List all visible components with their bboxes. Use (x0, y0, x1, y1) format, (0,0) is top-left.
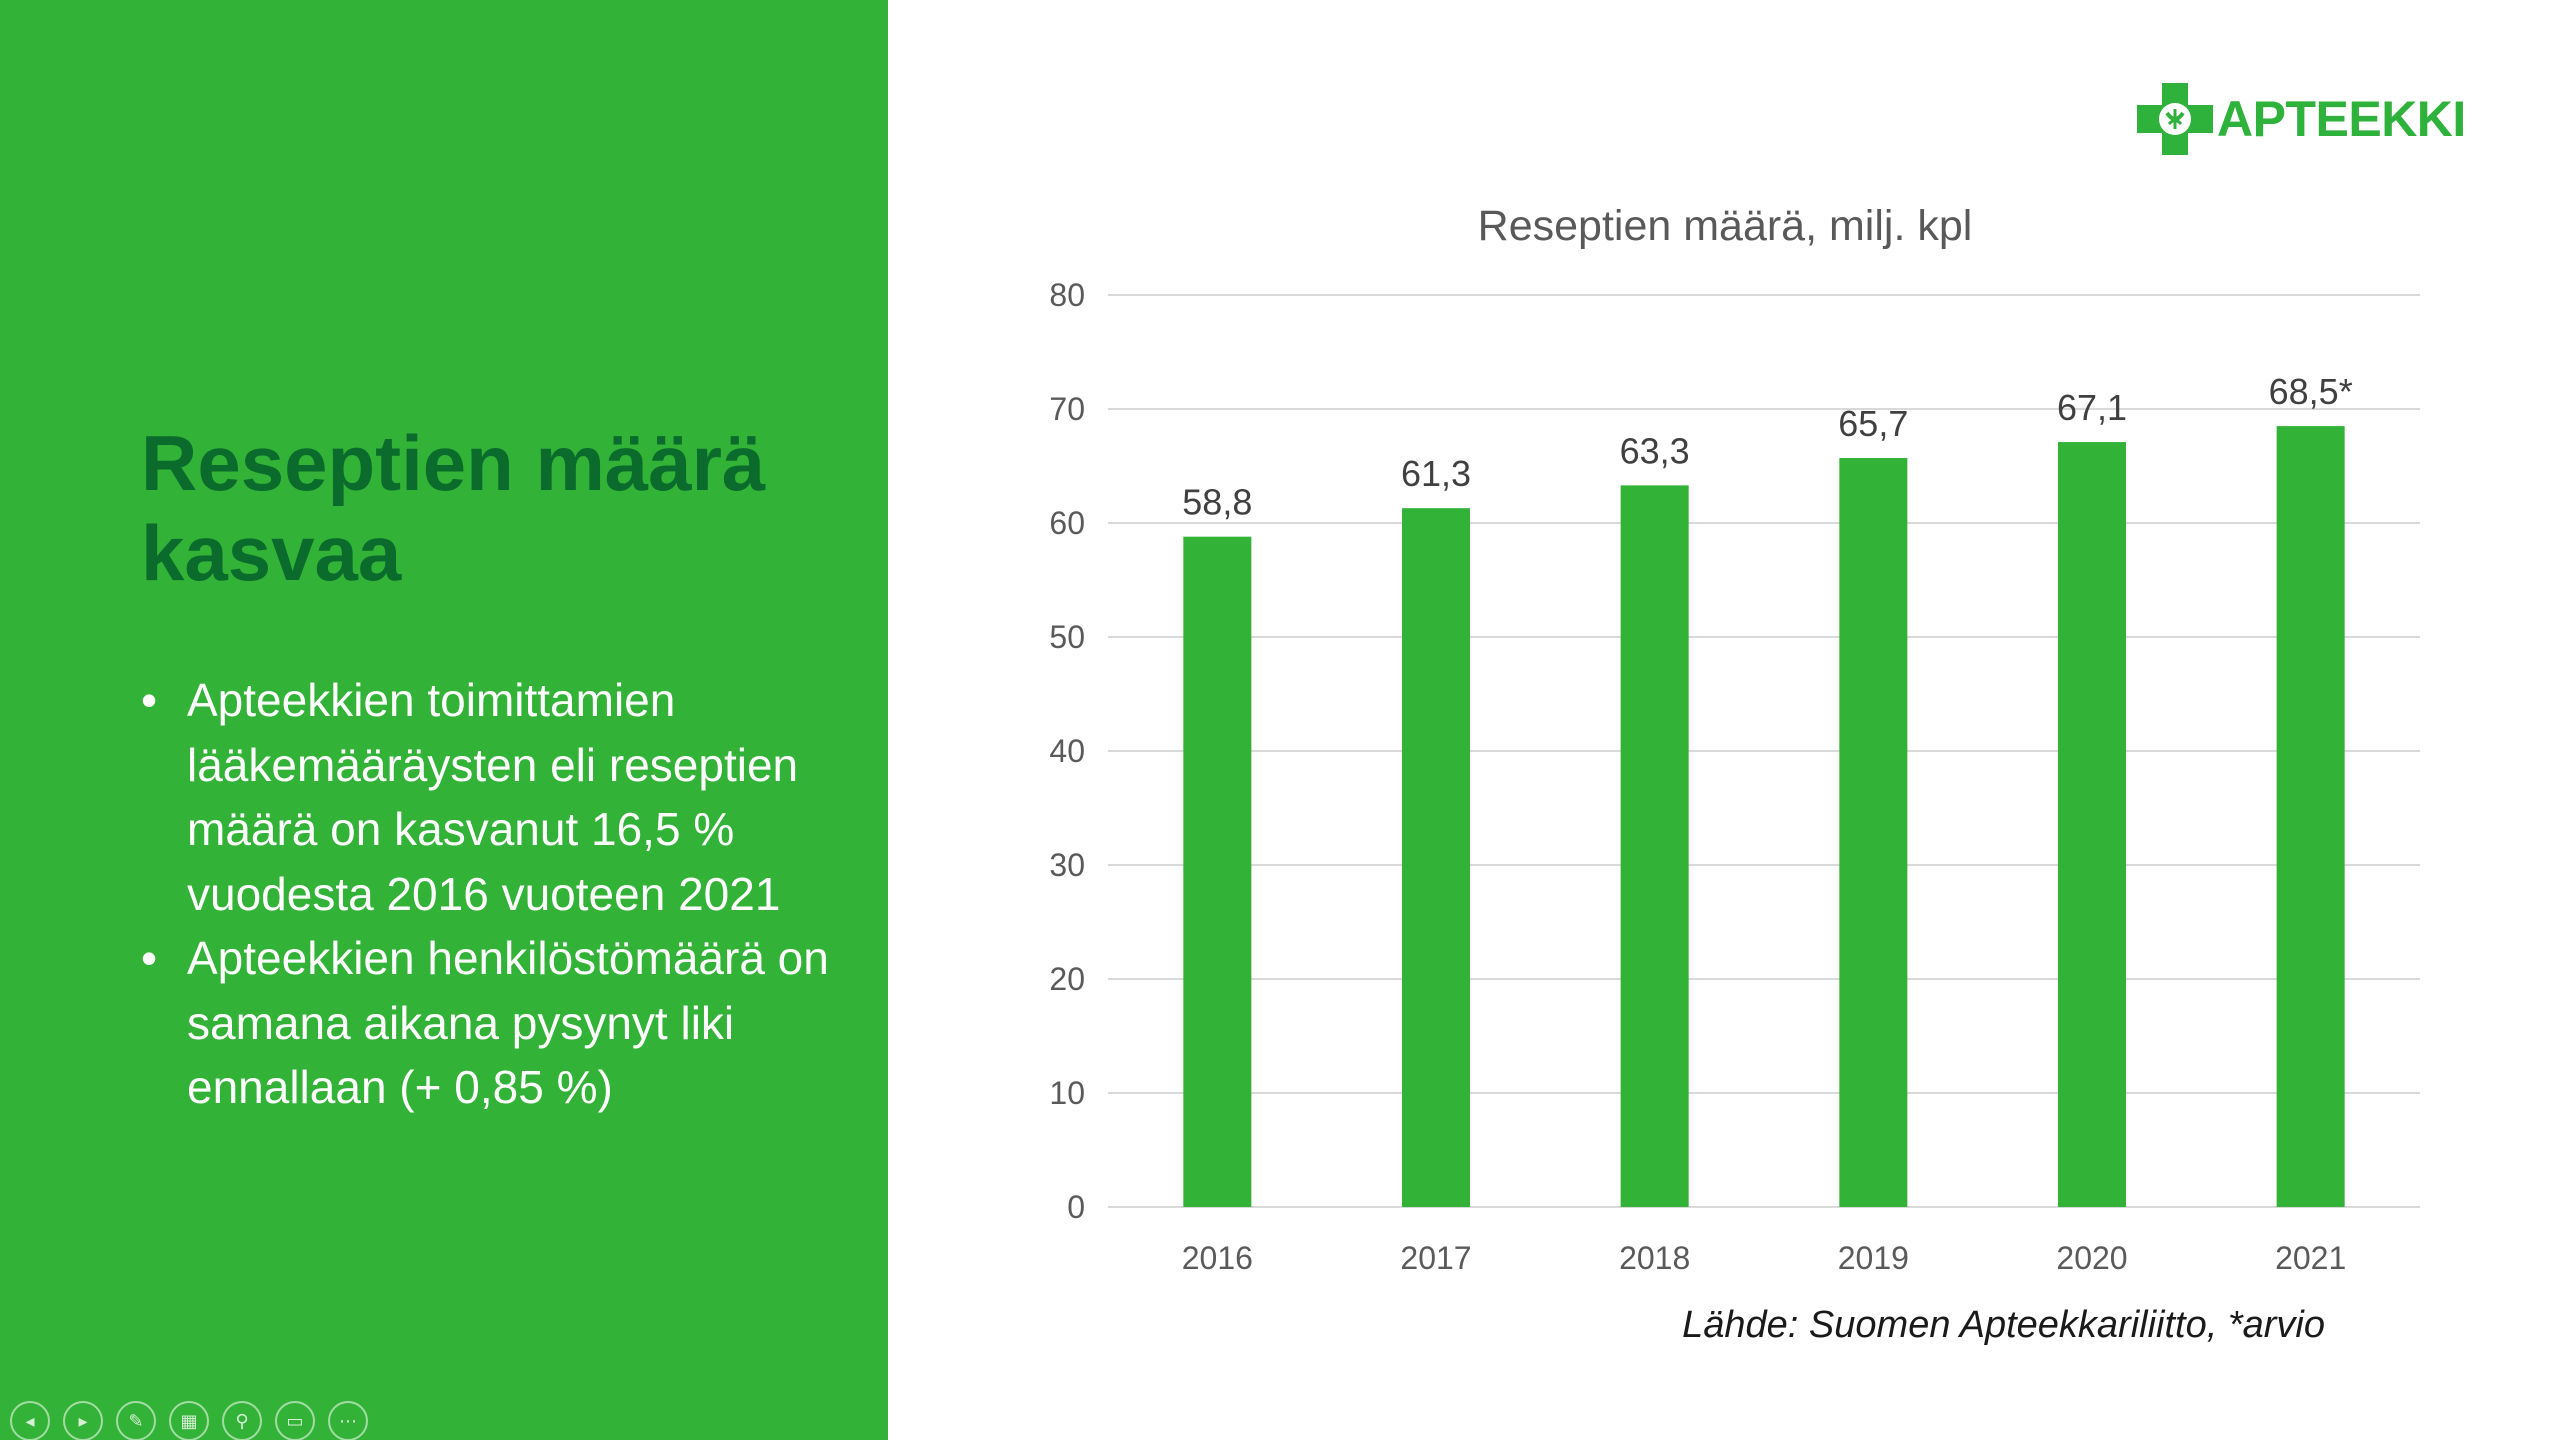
source-note: Lähde: Suomen Apteekkariliitto, *arvio (1682, 1304, 2325, 1346)
more-icon: ⋯ (339, 1411, 357, 1431)
data-label: 67,1 (2057, 387, 2127, 428)
data-label: 68,5* (2269, 371, 2353, 412)
y-tick-label: 80 (1049, 277, 1085, 313)
x-tick-label: 2019 (1838, 1240, 1909, 1276)
bullet-list: • Apteekkien toimittamien lääkemääräyste… (141, 668, 861, 1120)
chart-title: Reseptien määrä, milj. kpl (1478, 202, 1973, 250)
more-options-button[interactable]: ⋯ (328, 1401, 368, 1441)
gridlines (1108, 294, 2420, 1208)
bar (2058, 442, 2126, 1207)
subtitles-button[interactable]: ▭ (275, 1401, 315, 1441)
slides-grid-button[interactable]: ▦ (169, 1401, 209, 1441)
x-tick-label: 2017 (1400, 1240, 1471, 1276)
data-label: 63,3 (1620, 430, 1690, 471)
zoom-button[interactable]: ⚲ (222, 1401, 262, 1441)
x-tick-label: 2018 (1619, 1240, 1690, 1276)
data-label: 61,3 (1401, 453, 1471, 494)
subtitles-icon: ▭ (286, 1411, 304, 1431)
chart-svg: Reseptien määrä, milj. kpl 0 10 20 30 40 50 60… (1049, 202, 2420, 1276)
next-icon: ▸ (78, 1411, 88, 1431)
x-tick-label: 2016 (1182, 1240, 1253, 1276)
logo-text: APTEEKKI (2217, 91, 2466, 147)
left-panel: Reseptien määrä kasvaa • Apteekkien toim… (0, 0, 888, 1441)
next-slide-button[interactable]: ▸ (63, 1401, 103, 1441)
y-tick-label: 20 (1049, 961, 1085, 997)
slide-title: Reseptien määrä kasvaa (141, 419, 766, 597)
bars (1183, 426, 2345, 1208)
data-label: 58,8 (1182, 482, 1252, 523)
bar (1839, 458, 1908, 1207)
y-axis: 0 10 20 30 40 50 60 70 80 (1049, 277, 1085, 1225)
bar (1620, 485, 1689, 1207)
bullet-dot: • (141, 674, 158, 726)
x-tick-label: 2021 (2275, 1240, 2346, 1276)
bullet-item: • Apteekkien henkilöstömäärä on samana a… (141, 926, 861, 1120)
bar-chart: Reseptien määrä, milj. kpl 0 10 20 30 40 50 60… (990, 185, 2460, 1295)
magnifier-icon: ⚲ (235, 1411, 249, 1431)
pen-icon: ✎ (128, 1411, 144, 1431)
bullet-text: Apteekkien henkilöstömäärä on samana aik… (187, 932, 829, 1113)
y-tick-label: 70 (1049, 391, 1085, 427)
presentation-toolbar: ◂ ▸ ✎ ▦ ⚲ ▭ ⋯ (10, 1401, 368, 1445)
y-tick-label: 0 (1067, 1189, 1085, 1225)
bar (1402, 508, 1470, 1207)
pen-button[interactable]: ✎ (116, 1401, 156, 1441)
previous-slide-button[interactable]: ◂ (10, 1401, 50, 1441)
bullet-item: • Apteekkien toimittamien lääkemääräyste… (141, 668, 861, 926)
bullet-text: Apteekkien toimittamien lääkemääräysten … (187, 674, 799, 920)
y-tick-label: 40 (1049, 733, 1085, 769)
pharmacy-cross-icon (2137, 83, 2213, 155)
y-tick-label: 30 (1049, 847, 1085, 883)
bullet-dot: • (141, 932, 158, 984)
data-labels: 58,8 61,3 63,3 65,7 67,1 68,5* (1182, 371, 2352, 523)
y-tick-label: 50 (1049, 619, 1085, 655)
previous-icon: ◂ (25, 1411, 35, 1431)
y-tick-label: 60 (1049, 505, 1085, 541)
y-tick-label: 10 (1049, 1075, 1085, 1111)
bar (2276, 426, 2345, 1208)
apteekki-logo: APTEEKKI (2137, 83, 2466, 155)
grid-icon: ▦ (180, 1411, 198, 1431)
x-tick-label: 2020 (2056, 1240, 2127, 1276)
data-label: 65,7 (1838, 403, 1908, 444)
bar (1183, 536, 1252, 1207)
x-axis: 2016 2017 2018 2019 2020 2021 (1182, 1240, 2347, 1276)
